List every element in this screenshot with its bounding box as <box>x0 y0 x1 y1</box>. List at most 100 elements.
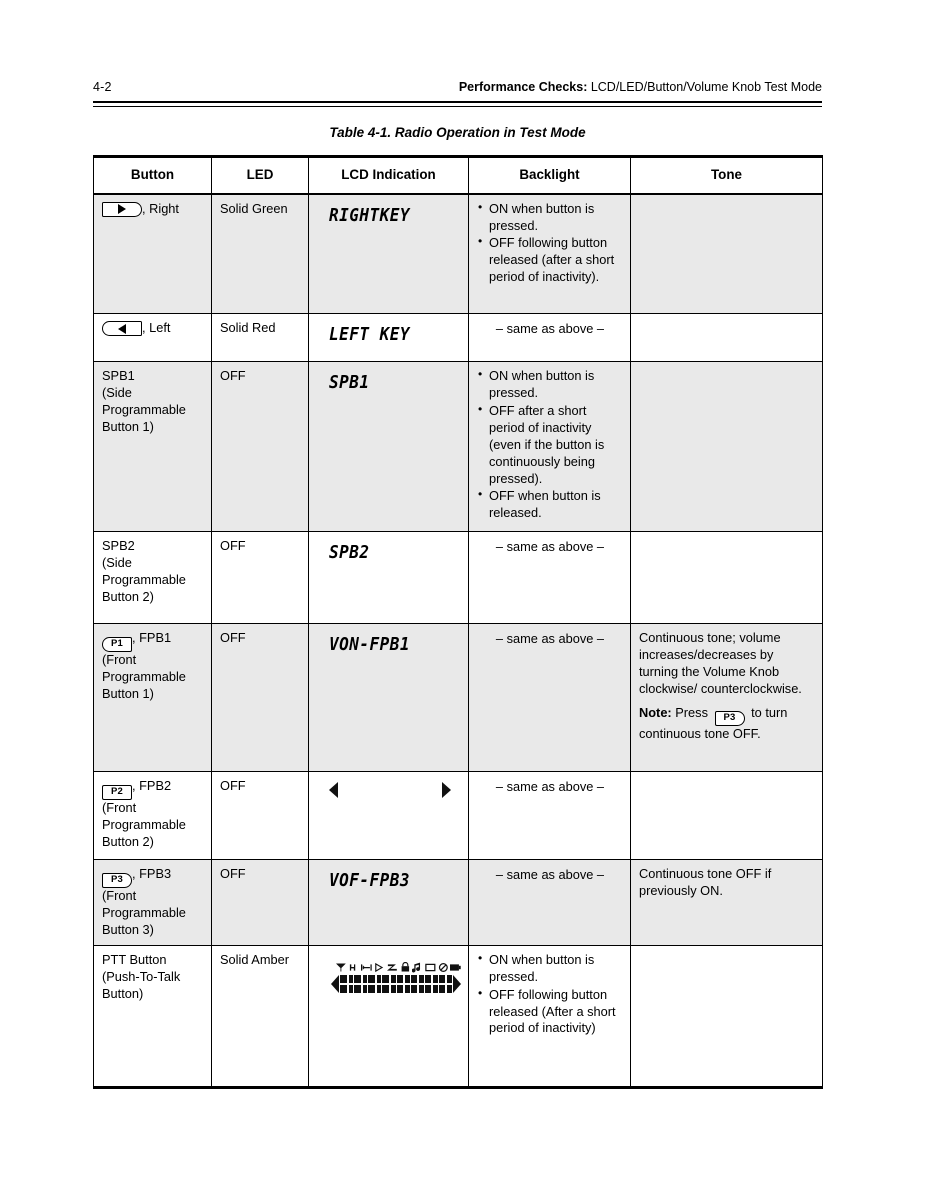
lcd-left-arrow-icon <box>329 782 338 799</box>
cell-button: PTT Button (Push-To-Talk Button) <box>93 944 212 1089</box>
cell-button: , Left <box>93 313 212 363</box>
lcd-text: VON-FPB1 <box>329 633 411 655</box>
right-arrow-keycap[interactable] <box>102 201 142 217</box>
cell-backlight: – same as above – <box>468 623 631 773</box>
header-title: Performance Checks: LCD/LED/Button/Volum… <box>459 80 822 94</box>
button-identifier: P3, FPB3 <box>102 866 204 889</box>
cell-lcd-indication <box>308 944 469 1089</box>
button-identifier: P2, FPB2 <box>102 778 204 801</box>
cell-led: OFF <box>211 361 309 533</box>
lcd-segment-block <box>396 974 410 993</box>
lcd-left-arrow-icon <box>331 974 339 993</box>
lcd-status-icon-row <box>336 960 462 973</box>
p1-badge[interactable]: P1 <box>102 637 132 653</box>
table-row: , Left Solid Red LEFT KEY – same as above – <box>93 313 823 363</box>
p3-badge[interactable]: P3 <box>714 710 745 726</box>
button-identifier: P1, FPB1 <box>102 630 204 653</box>
backlight-bullet-item: ON when button is pressed. <box>477 200 623 235</box>
cell-backlight: – same as above – <box>468 859 631 946</box>
button-sublabel: (Front Programmable Button 1) <box>102 652 186 701</box>
cell-tone <box>630 193 823 315</box>
backlight-same-as-above: – same as above – <box>495 539 605 555</box>
page-number: 4-2 <box>93 80 112 94</box>
button-identifier: , Right <box>102 201 204 218</box>
table-row: P1, FPB1 (Front Programmable Button 1) OFF… <box>93 623 823 773</box>
lcd-text: SPB2 <box>329 541 370 563</box>
button-label: , FPB1 <box>132 630 172 646</box>
lcd-segment-block <box>340 974 354 993</box>
cell-lcd-indication: SPB2 <box>308 531 469 625</box>
table-body: , Right Solid Green RIGHTKEY ON when button… <box>93 193 823 1089</box>
lcd-right-arrow-icon <box>453 974 461 993</box>
p2-badge[interactable]: P2 <box>102 785 132 801</box>
backlight-bullet-item: ON when button is pressed. <box>477 367 623 402</box>
cell-button: , Right <box>93 193 212 315</box>
lcd-segment-block <box>424 974 439 993</box>
header-rule <box>93 101 822 107</box>
cell-tone: Continuous tone OFF if previously ON. <box>630 859 823 946</box>
radio-operation-table: Button LED LCD Indication Backlight Tone… <box>93 154 823 1089</box>
lcd-segment-block <box>438 974 453 993</box>
cell-led: OFF <box>211 771 309 861</box>
button-label: , FPB2 <box>132 778 172 794</box>
cell-tone <box>630 531 823 625</box>
backlight-same-as-above: – same as above – <box>495 631 605 647</box>
lcd-text: VOF-FPB3 <box>329 869 411 891</box>
table-row: , Right Solid Green RIGHTKEY ON when button… <box>93 193 823 315</box>
left-triangle-icon <box>118 323 126 334</box>
cell-lcd-indication: RIGHTKEY <box>308 193 469 315</box>
button-label: SPB1 <box>102 368 135 384</box>
table-row: SPB2 (Side Programmable Button 2) OFF SPB2–… <box>93 531 823 625</box>
square-icon <box>425 963 436 972</box>
button-label: PTT Button <box>102 951 167 967</box>
column-header-tone: Tone <box>630 154 823 195</box>
battery-icon <box>450 964 462 971</box>
table-head: Button LED LCD Indication Backlight Tone <box>93 154 823 195</box>
cell-tone <box>630 313 823 363</box>
cell-button: P3, FPB3 (Front Programmable Button 3) <box>93 859 212 946</box>
button-identifier: SPB2 <box>102 538 204 555</box>
running-header: 4-2 Performance Checks: LCD/LED/Button/V… <box>93 80 822 94</box>
backlight-bullet-list: ON when button is pressed.OFF after a sh… <box>477 367 623 522</box>
backlight-same-as-above: – same as above – <box>495 867 605 883</box>
lcd-character-row <box>331 974 461 993</box>
cell-button: SPB1 (Side Programmable Button 1) <box>93 361 212 533</box>
tone-note-pre-text: Press <box>671 704 712 720</box>
button-label: SPB2 <box>102 538 135 554</box>
backlight-bullet-list: ON when button is pressed.OFF following … <box>477 951 623 1038</box>
lcd-segment-block <box>368 974 382 993</box>
button-label: , Left <box>142 320 171 336</box>
cell-button: P2, FPB2 (Front Programmable Button 2) <box>93 771 212 861</box>
table-container: Button LED LCD Indication Backlight Tone… <box>93 154 823 1089</box>
button-identifier: , Left <box>102 320 204 337</box>
left-arrow-keycap[interactable] <box>102 321 142 337</box>
lcd-text: SPB1 <box>329 371 370 393</box>
header-title-rest: LCD/LED/Button/Volume Knob Test Mode <box>587 80 822 94</box>
lcd-right-arrow-icon <box>442 782 451 799</box>
cell-backlight: ON when button is pressed.OFF following … <box>468 944 631 1089</box>
cell-led: Solid Red <box>211 313 309 363</box>
cell-lcd-indication: VON-FPB1 <box>308 623 469 773</box>
backlight-bullet-item: ON when button is pressed. <box>477 951 623 986</box>
cell-backlight: – same as above – <box>468 531 631 625</box>
lcd-text: RIGHTKEY <box>329 204 411 226</box>
table-row: PTT Button (Push-To-Talk Button) Solid Amb… <box>93 944 823 1089</box>
p3-badge[interactable]: P3 <box>102 873 132 889</box>
button-label: , Right <box>142 200 179 216</box>
backlight-bullet-item: OFF following button released (After a s… <box>477 986 623 1038</box>
backlight-bullet-item: OFF following button released (after a s… <box>477 234 623 286</box>
cell-backlight: ON when button is pressed.OFF after a sh… <box>468 361 631 533</box>
cell-tone <box>630 771 823 861</box>
column-header-led: LED <box>211 154 309 195</box>
lock-icon <box>401 961 409 972</box>
antenna-icon <box>349 964 355 971</box>
backlight-bullet-list: ON when button is pressed.OFF following … <box>477 200 623 286</box>
cell-led: OFF <box>211 623 309 773</box>
cell-led: OFF <box>211 859 309 946</box>
cell-tone <box>630 361 823 533</box>
table-caption: Table 4-1. Radio Operation in Test Mode <box>329 125 586 140</box>
zigzag-icon <box>386 964 397 971</box>
column-header-button: Button <box>93 154 212 195</box>
scan-icon <box>361 964 373 971</box>
